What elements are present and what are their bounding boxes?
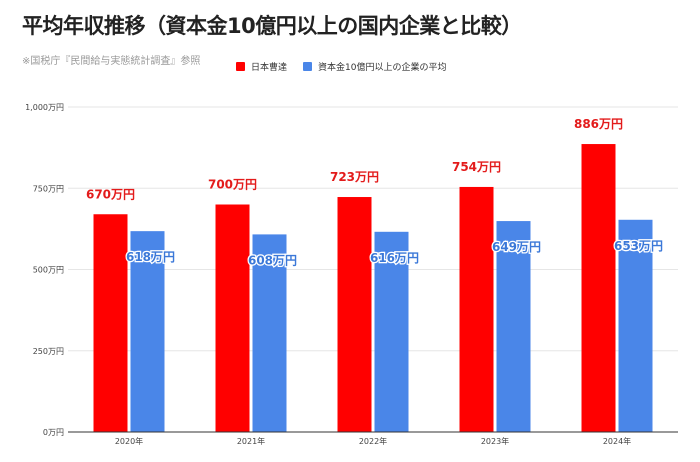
data-label-company: 754万円 xyxy=(452,160,501,174)
legend-label-company: 日本曹達 xyxy=(251,63,288,73)
y-tick-label: 0万円 xyxy=(43,428,64,437)
bar-average xyxy=(130,231,165,432)
bar-company xyxy=(93,214,128,432)
chart-title: 平均年収推移（資本金10億円以上の国内企業と比較） xyxy=(22,14,522,38)
y-tick-label: 250万円 xyxy=(33,347,64,356)
legend-item-company: 日本曹達 xyxy=(236,60,287,73)
data-label-average: 649万円 xyxy=(492,240,541,254)
data-label-company: 886万円 xyxy=(574,117,623,131)
y-tick-label: 500万円 xyxy=(33,266,64,275)
data-label-company: 670万円 xyxy=(86,187,135,201)
source-note: ※国税庁『民間給与実態統計調査』参照 xyxy=(22,56,201,67)
data-label-company: 700万円 xyxy=(208,178,257,192)
data-label-company: 723万円 xyxy=(330,170,379,184)
bar-average xyxy=(252,234,287,432)
x-tick-label: 2020年 xyxy=(115,436,143,446)
legend: 日本曹達 資本金10億円以上の企業の平均 xyxy=(236,60,446,73)
data-label-average: 618万円 xyxy=(126,250,175,264)
bar-company xyxy=(459,186,494,432)
data-label-average: 608万円 xyxy=(248,253,297,267)
legend-swatch-average xyxy=(303,62,313,71)
bar-company xyxy=(337,197,372,432)
legend-item-average: 資本金10億円以上の企業の平均 xyxy=(303,60,446,73)
bar-average xyxy=(496,221,531,432)
y-tick-label: 1,000万円 xyxy=(25,103,64,112)
legend-label-average: 資本金10億円以上の企業の平均 xyxy=(318,63,447,73)
x-tick-label: 2022年 xyxy=(359,436,387,446)
x-tick-label: 2024年 xyxy=(603,436,631,446)
data-label-average: 616万円 xyxy=(370,251,419,265)
bar-average xyxy=(374,231,409,432)
bar-average xyxy=(618,219,653,432)
legend-swatch-company xyxy=(236,62,245,71)
x-tick-label: 2023年 xyxy=(481,436,509,446)
data-label-average: 653万円 xyxy=(614,239,663,253)
x-tick-label: 2021年 xyxy=(237,436,265,446)
bar-company xyxy=(215,204,250,432)
bar-company xyxy=(581,144,616,433)
y-tick-label: 750万円 xyxy=(33,184,64,193)
